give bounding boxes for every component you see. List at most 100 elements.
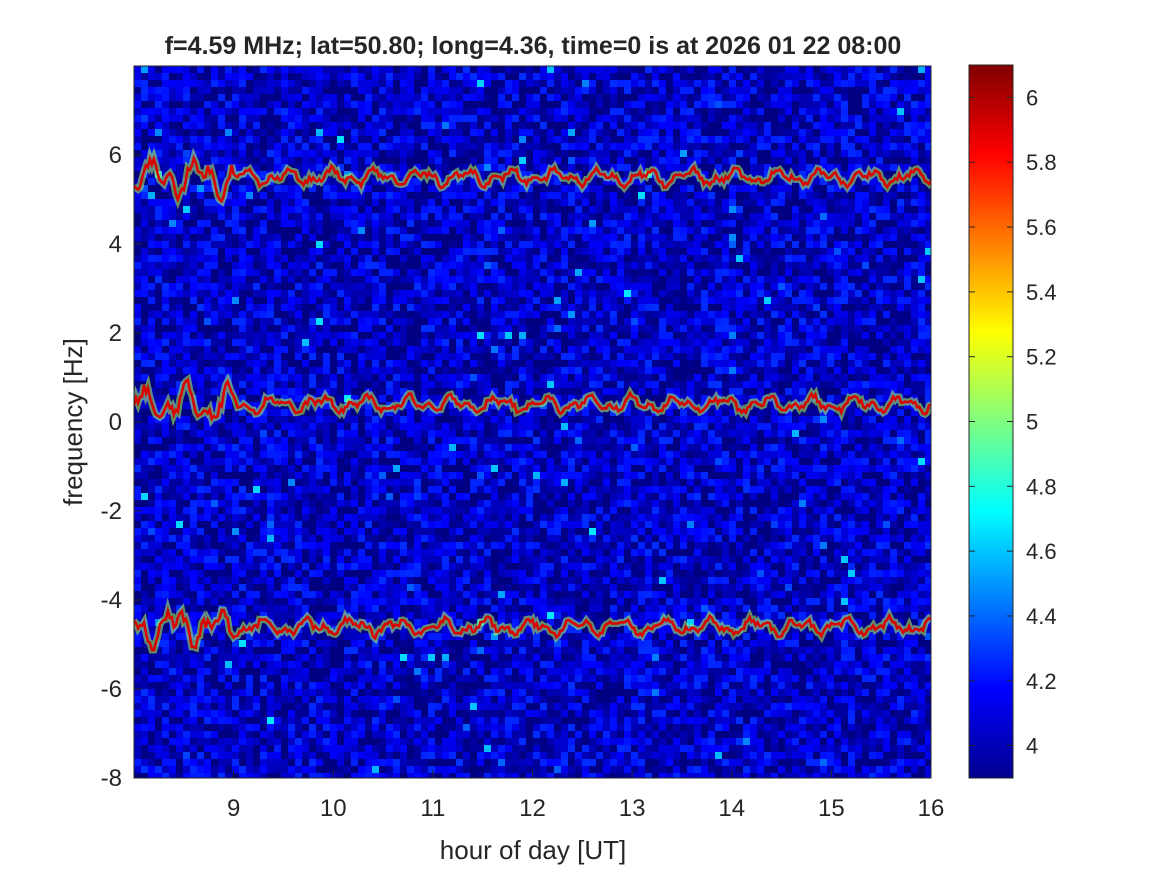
heatmap-cell bbox=[575, 318, 582, 325]
heatmap-cell bbox=[736, 318, 743, 325]
heatmap-cell bbox=[456, 290, 463, 297]
heatmap-cell bbox=[652, 248, 659, 255]
heatmap-cell bbox=[918, 101, 925, 108]
heatmap-cell bbox=[211, 150, 218, 157]
heatmap-cell bbox=[393, 101, 400, 108]
heatmap-cell bbox=[715, 80, 722, 87]
heatmap-cell bbox=[603, 206, 610, 213]
heatmap-cell bbox=[869, 325, 876, 332]
heatmap-cell bbox=[855, 164, 862, 171]
heatmap-cell bbox=[904, 206, 911, 213]
heatmap-cell bbox=[575, 129, 582, 136]
heatmap-cell bbox=[407, 283, 414, 290]
heatmap-cell bbox=[918, 87, 925, 94]
heatmap-cell bbox=[673, 80, 680, 87]
heatmap-cell bbox=[302, 276, 309, 283]
heatmap-cell bbox=[757, 157, 764, 164]
heatmap-cell bbox=[575, 241, 582, 248]
heatmap-cell bbox=[316, 87, 323, 94]
heatmap-cell bbox=[596, 339, 603, 346]
heatmap-cell bbox=[253, 115, 260, 122]
heatmap-cell bbox=[708, 262, 715, 269]
heatmap-cell bbox=[645, 318, 652, 325]
heatmap-cell bbox=[484, 213, 491, 220]
heatmap-cell bbox=[512, 255, 519, 262]
heatmap-cell bbox=[911, 353, 918, 360]
heatmap-cell bbox=[813, 122, 820, 129]
heatmap-cell bbox=[554, 255, 561, 262]
heatmap-cell bbox=[365, 192, 372, 199]
heatmap-cell bbox=[400, 192, 407, 199]
heatmap-cell bbox=[267, 87, 274, 94]
heatmap-cell bbox=[449, 318, 456, 325]
heatmap-cell bbox=[337, 150, 344, 157]
heatmap-cell bbox=[694, 213, 701, 220]
heatmap-cell bbox=[610, 199, 617, 206]
heatmap-cell bbox=[470, 227, 477, 234]
heatmap-cell bbox=[295, 199, 302, 206]
heatmap-cell bbox=[141, 318, 148, 325]
heatmap-cell bbox=[351, 311, 358, 318]
heatmap-cell bbox=[246, 66, 253, 73]
heatmap-cell bbox=[680, 297, 687, 304]
heatmap-cell bbox=[533, 143, 540, 150]
heatmap-cell bbox=[820, 73, 827, 80]
heatmap-cell bbox=[561, 255, 568, 262]
heatmap-cell bbox=[442, 192, 449, 199]
heatmap-cell bbox=[309, 87, 316, 94]
heatmap-cell bbox=[750, 101, 757, 108]
heatmap-cell bbox=[855, 129, 862, 136]
heatmap-cell bbox=[414, 87, 421, 94]
heatmap-cell bbox=[463, 255, 470, 262]
heatmap-cell bbox=[589, 73, 596, 80]
heatmap-cell bbox=[757, 220, 764, 227]
heatmap-cell bbox=[848, 262, 855, 269]
heatmap-cell bbox=[694, 150, 701, 157]
heatmap-cell bbox=[785, 311, 792, 318]
heatmap-cell bbox=[330, 241, 337, 248]
heatmap-cell bbox=[407, 143, 414, 150]
heatmap-cell bbox=[568, 353, 575, 360]
heatmap-cell bbox=[547, 206, 554, 213]
heatmap-cell bbox=[743, 108, 750, 115]
heatmap-cell bbox=[890, 143, 897, 150]
heatmap-cell bbox=[386, 332, 393, 339]
heatmap-cell bbox=[246, 73, 253, 80]
heatmap-cell bbox=[820, 234, 827, 241]
heatmap-cell bbox=[211, 311, 218, 318]
heatmap-cell bbox=[631, 325, 638, 332]
heatmap-cell bbox=[918, 122, 925, 129]
heatmap-cell bbox=[848, 185, 855, 192]
heatmap-cell bbox=[631, 234, 638, 241]
heatmap-cell bbox=[337, 206, 344, 213]
heatmap-cell bbox=[281, 136, 288, 143]
heatmap-cell bbox=[330, 122, 337, 129]
heatmap-cell bbox=[449, 122, 456, 129]
heatmap-cell bbox=[848, 290, 855, 297]
heatmap-cell bbox=[757, 234, 764, 241]
heatmap-cell bbox=[834, 269, 841, 276]
heatmap-cell bbox=[351, 87, 358, 94]
heatmap-cell bbox=[792, 129, 799, 136]
heatmap-cell bbox=[715, 234, 722, 241]
heatmap-cell bbox=[176, 304, 183, 311]
heatmap-cell bbox=[729, 360, 736, 367]
heatmap-cell bbox=[582, 101, 589, 108]
heatmap-cell bbox=[757, 311, 764, 318]
heatmap-cell bbox=[764, 283, 771, 290]
heatmap-cell bbox=[260, 262, 267, 269]
heatmap-cell bbox=[449, 332, 456, 339]
heatmap-cell bbox=[316, 276, 323, 283]
heatmap-cell bbox=[547, 115, 554, 122]
heatmap-cell bbox=[701, 192, 708, 199]
heatmap-cell bbox=[176, 276, 183, 283]
heatmap-cell bbox=[680, 283, 687, 290]
heatmap-cell bbox=[771, 325, 778, 332]
heatmap-cell bbox=[281, 346, 288, 353]
heatmap-cell bbox=[918, 318, 925, 325]
heatmap-cell bbox=[631, 206, 638, 213]
heatmap-cell bbox=[470, 136, 477, 143]
heatmap-cell bbox=[869, 192, 876, 199]
heatmap-cell bbox=[190, 73, 197, 80]
heatmap-cell bbox=[372, 206, 379, 213]
